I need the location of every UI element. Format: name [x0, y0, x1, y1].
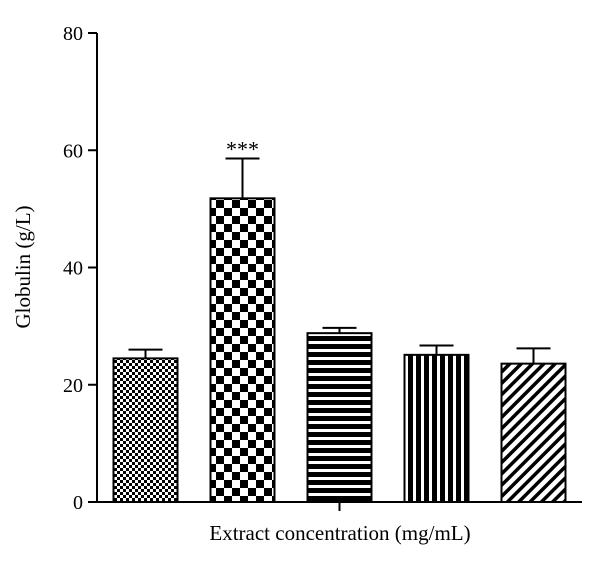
y-tick-label: 20 [63, 375, 83, 397]
y-tick-label: 40 [63, 258, 83, 280]
bar-5 [500, 362, 567, 503]
y-axis: 0 20 40 60 80 [63, 23, 98, 514]
bar-2 [209, 197, 276, 503]
x-axis-label: Extract concentration (mg/mL) [209, 521, 470, 545]
bar-1 [112, 357, 179, 503]
x-axis [97, 501, 582, 511]
y-axis-label: Globulin (g/L) [11, 205, 35, 328]
significance-annotation: *** [226, 136, 259, 161]
y-tick-label: 60 [63, 140, 83, 162]
bar-3 [306, 332, 373, 503]
y-tick-label: 0 [73, 492, 83, 514]
error-bars: *** [128, 136, 551, 364]
bar-4 [403, 353, 470, 503]
bars [112, 197, 567, 503]
y-tick-label: 80 [63, 23, 83, 45]
